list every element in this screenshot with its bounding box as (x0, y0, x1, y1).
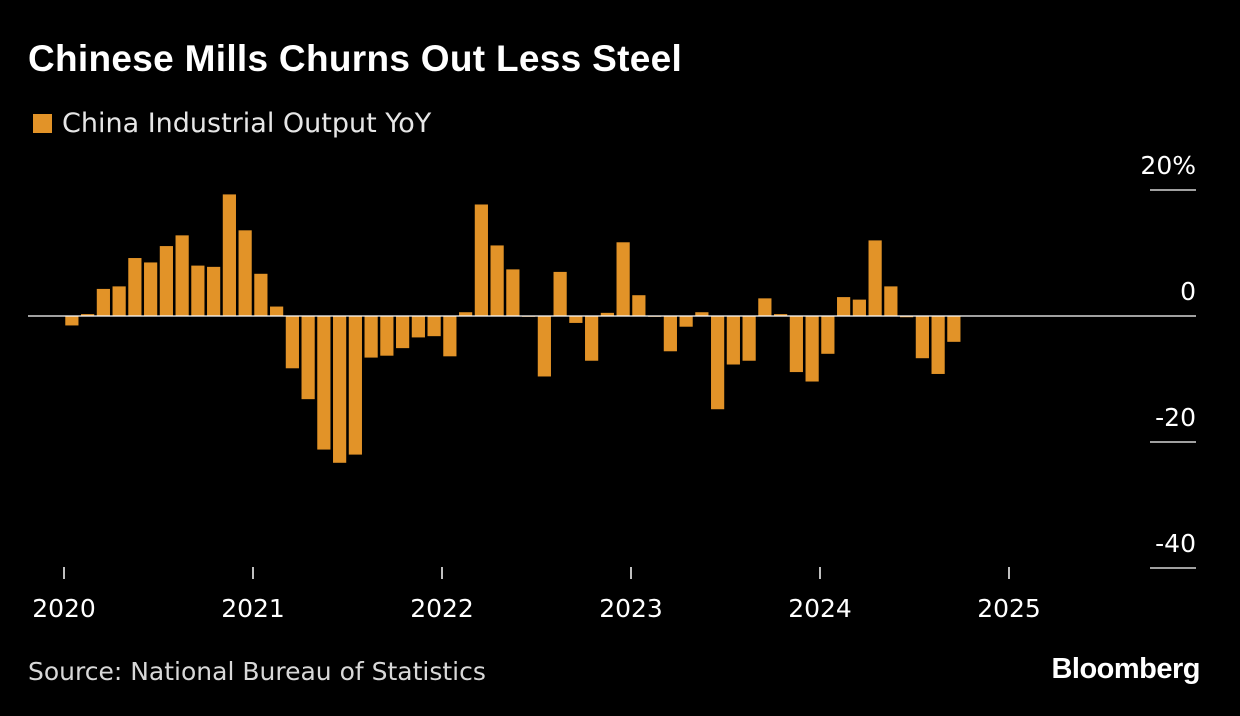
bar-2021-09 (380, 316, 394, 356)
bar-2022-08 (553, 271, 567, 316)
bar-2023-04 (679, 316, 693, 327)
x-tick-label: 2022 (410, 594, 474, 623)
bar-2023-06 (711, 316, 725, 410)
bar-2021-03 (285, 316, 299, 369)
bar-2021-04 (301, 316, 315, 400)
bar-2021-01 (254, 273, 268, 316)
bar-2024-08 (931, 316, 945, 374)
bar-2021-07 (348, 316, 362, 455)
bar-2024-05 (884, 286, 898, 316)
y-tick-label: 20% (1140, 151, 1196, 180)
bar-2023-03 (663, 316, 677, 352)
bar-2020-08 (175, 235, 189, 316)
bar-2023-09 (758, 298, 772, 316)
bar-2023-05 (695, 312, 709, 316)
legend-label: China Industrial Output YoY (62, 108, 432, 139)
bar-2020-04 (112, 286, 126, 316)
x-tick-label: 2023 (599, 594, 663, 623)
bar-2024-03 (852, 299, 866, 316)
bar-2021-11 (411, 316, 425, 338)
bar-2020-11 (222, 194, 236, 316)
bar-2020-03 (96, 288, 110, 316)
chart-title: Chinese Mills Churns Out Less Steel (28, 38, 683, 79)
bar-2022-03 (474, 204, 488, 316)
bar-2021-02 (270, 306, 284, 316)
y-tick-label: 0 (1180, 277, 1196, 306)
bar-2021-08 (364, 316, 378, 358)
bar-2022-05 (506, 269, 520, 316)
x-tick-label: 2020 (32, 594, 96, 623)
bar-2024-01 (821, 316, 835, 354)
bar-2021-12 (427, 316, 441, 337)
bar-2022-09 (569, 316, 583, 323)
bar-2022-11 (600, 312, 614, 316)
bar-2023-01 (632, 295, 646, 316)
bar-2022-01 (443, 316, 457, 357)
bar-2021-05 (317, 316, 331, 450)
bar-2024-02 (837, 297, 851, 316)
bar-2023-07 (726, 316, 740, 365)
bar-2024-04 (868, 240, 882, 316)
x-tick-label: 2024 (788, 594, 852, 623)
bar-2020-05 (128, 258, 142, 316)
bar-2023-10 (774, 314, 788, 316)
bar-2020-07 (159, 246, 173, 316)
bar-2023-08 (742, 316, 756, 361)
bar-2020-10 (207, 266, 221, 316)
bar-2022-04 (490, 245, 504, 316)
bar-2022-12 (616, 242, 630, 316)
bar-2020-02 (81, 314, 95, 316)
bar-2021-10 (396, 316, 410, 349)
x-tick-label: 2025 (977, 594, 1041, 623)
bar-2024-09 (947, 316, 961, 342)
bar-2020-09 (191, 265, 205, 316)
bar-2023-12 (805, 316, 819, 382)
chart-legend: China Industrial Output YoY (33, 108, 431, 139)
bar-2021-06 (333, 316, 347, 463)
bar-2022-02 (459, 312, 473, 316)
bar-2020-01 (65, 316, 79, 326)
bar-2022-10 (585, 316, 599, 361)
source-note: Source: National Bureau of Statistics (28, 657, 486, 686)
bar-2022-07 (537, 316, 551, 377)
bar-2020-06 (144, 262, 158, 316)
y-tick-label: -20 (1155, 403, 1196, 432)
bar-2023-11 (789, 316, 803, 373)
y-tick-label: -40 (1155, 529, 1196, 558)
bloomberg-logo: Bloomberg (1051, 653, 1200, 685)
legend-swatch-icon (33, 114, 52, 133)
bar-2020-12 (238, 230, 252, 316)
x-tick-label: 2021 (221, 594, 285, 623)
bar-2024-07 (915, 316, 929, 359)
